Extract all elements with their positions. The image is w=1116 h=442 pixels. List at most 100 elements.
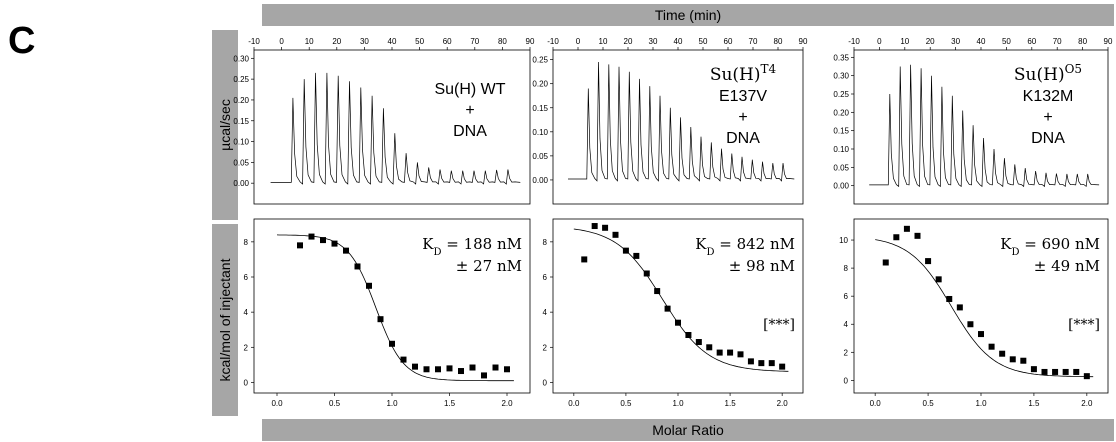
data-point	[1073, 368, 1080, 375]
data-point	[988, 343, 995, 350]
x-tick-label: 1.0	[672, 399, 684, 408]
x-tick-label: 20	[926, 37, 935, 46]
data-point	[903, 225, 910, 232]
x-tick-label: 50	[699, 37, 708, 46]
kd-value: KD = 690 nM	[1000, 235, 1100, 258]
x-tick-label: 40	[674, 37, 683, 46]
data-point	[343, 247, 349, 254]
y-tick-label: 6	[244, 273, 249, 282]
y-tick-label: 0.25	[233, 75, 249, 84]
y-tick-label: 6	[844, 292, 849, 301]
x-tick-label: 70	[470, 37, 479, 46]
y-tick-label: 0.10	[532, 128, 548, 137]
x-tick-label: 90	[526, 37, 535, 46]
x-tick-label: -10	[547, 37, 559, 46]
x-tick-label: 0.0	[568, 399, 580, 408]
x-tick-label: 70	[749, 37, 758, 46]
x-tick-label: 30	[649, 37, 658, 46]
construct-label: DNA	[453, 123, 487, 140]
x-tick-label: 30	[951, 37, 960, 46]
x-tick-label: -10	[848, 37, 860, 46]
y-tick-label: 0.30	[233, 54, 249, 63]
data-point	[435, 366, 441, 373]
data-point	[297, 242, 303, 249]
x-tick-label: 10	[599, 37, 608, 46]
data-point	[675, 319, 681, 326]
thermogram-panel-1	[251, 47, 531, 205]
data-point	[1041, 368, 1048, 375]
x-tick-label: 0	[877, 37, 882, 46]
x-tick-label: 1.0	[975, 399, 987, 408]
y-tick-label: 8	[543, 238, 548, 247]
y-tick-label: 10	[839, 236, 848, 245]
data-point	[1052, 368, 1059, 375]
significance-label: [***]	[763, 317, 795, 333]
y-tick-label: 0.20	[532, 80, 548, 89]
construct-label: K132M	[1023, 88, 1074, 105]
isotherm-panel-1	[251, 218, 531, 396]
data-point	[1020, 357, 1027, 364]
data-point	[633, 252, 640, 259]
y-tick-label: 0.00	[833, 182, 849, 191]
data-point	[308, 233, 315, 240]
y-tick-label: 4	[543, 308, 548, 317]
data-point	[458, 368, 464, 375]
data-point	[622, 247, 629, 254]
x-tick-label: 20	[624, 37, 633, 46]
data-point	[685, 332, 692, 338]
construct-label: E137V	[719, 88, 767, 105]
data-point	[925, 258, 932, 265]
x-tick-label: 10	[305, 37, 314, 46]
x-tick-label: 2.0	[1081, 399, 1093, 408]
x-tick-label: 1.5	[444, 399, 456, 408]
y-tick-label: 6	[543, 273, 548, 282]
thermogram-panel-3	[851, 47, 1109, 205]
thermogram-panel-2	[550, 47, 804, 205]
x-tick-label: 10	[900, 37, 909, 46]
x-tick-label: 0.0	[271, 399, 283, 408]
y-tick-label: 0.15	[532, 104, 548, 113]
y-tick-label: 0.20	[833, 108, 849, 117]
x-tick-label: 0.5	[620, 399, 632, 408]
x-tick-label: 90	[1104, 37, 1113, 46]
y-tick-label: 0.05	[233, 158, 249, 167]
kd-value: KD = 842 nM	[695, 235, 795, 258]
x-tick-label: 90	[799, 37, 808, 46]
y-tick-label: 0.15	[233, 117, 249, 126]
y-tick-label: 4	[244, 308, 249, 317]
power-axis-title-bar: µcal/sec	[212, 30, 238, 220]
y-tick-label: 0	[543, 378, 548, 387]
data-point	[664, 305, 671, 312]
x-tick-label: 0.5	[923, 399, 935, 408]
y-tick-label: 0.00	[532, 176, 548, 185]
x-tick-label: 60	[443, 37, 452, 46]
data-point	[400, 356, 407, 363]
data-point	[695, 339, 702, 346]
data-point	[354, 263, 361, 270]
x-tick-label: 0	[279, 37, 284, 46]
data-point	[727, 349, 734, 356]
y-tick-label: 0	[244, 378, 249, 387]
data-point	[914, 232, 921, 239]
time-axis-title: Time (min)	[654, 7, 722, 23]
significance-label: [***]	[1068, 317, 1100, 333]
data-point	[999, 350, 1006, 357]
data-point	[377, 316, 384, 323]
thermogram-trace	[568, 61, 795, 182]
data-point	[602, 224, 609, 231]
data-point	[320, 237, 326, 244]
x-tick-label: 2.0	[501, 399, 513, 408]
y-tick-label: 8	[244, 238, 249, 247]
data-point	[946, 295, 953, 302]
x-tick-label: 80	[1078, 37, 1087, 46]
x-tick-label: 30	[360, 37, 369, 46]
data-point	[446, 365, 453, 372]
data-point	[935, 276, 942, 283]
panel-letter: C	[8, 20, 36, 62]
data-point	[779, 363, 786, 370]
fit-curve	[276, 234, 514, 382]
y-tick-label: 0.25	[833, 90, 849, 99]
x-tick-label: 0.0	[870, 399, 882, 408]
y-tick-label: 0.05	[833, 163, 849, 172]
isotherm-panel-3	[851, 218, 1109, 396]
